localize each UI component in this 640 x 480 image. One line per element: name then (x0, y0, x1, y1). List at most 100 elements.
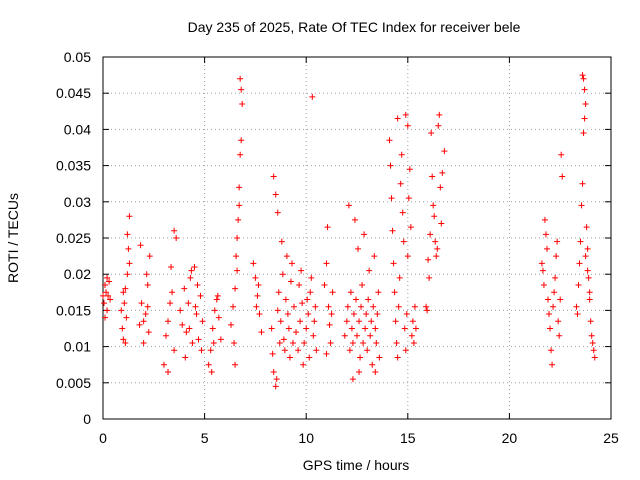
data-point (308, 274, 315, 281)
data-point (231, 339, 238, 346)
data-point (589, 339, 596, 346)
data-point (209, 325, 216, 332)
data-point (542, 231, 549, 238)
data-point (207, 347, 214, 354)
data-point (293, 329, 300, 336)
data-point (352, 296, 359, 303)
data-point (548, 347, 555, 354)
data-point (165, 368, 172, 375)
data-point (138, 300, 145, 307)
data-point (270, 173, 277, 180)
data-point (356, 318, 363, 325)
y-tick-label: 0.01 (64, 339, 91, 355)
data-point (348, 325, 355, 332)
data-point (272, 191, 279, 198)
data-point (298, 267, 305, 274)
data-point (396, 274, 403, 281)
data-point (408, 332, 415, 339)
data-point (574, 311, 581, 318)
data-point (394, 115, 401, 122)
data-point (295, 347, 302, 354)
data-point (313, 347, 320, 354)
data-point (143, 271, 150, 278)
data-point (237, 151, 244, 158)
data-point (101, 300, 108, 307)
data-point (547, 325, 554, 332)
data-point (171, 347, 178, 354)
data-point (581, 86, 588, 93)
data-point (187, 274, 194, 281)
data-point (424, 307, 431, 314)
data-point (185, 300, 192, 307)
data-point (107, 296, 114, 303)
data-point (580, 75, 587, 82)
data-point (412, 325, 419, 332)
data-point (274, 209, 281, 216)
data-point (144, 303, 151, 310)
data-point (233, 253, 240, 260)
data-point (125, 245, 132, 252)
data-point (546, 311, 553, 318)
data-point (214, 292, 221, 299)
data-point (288, 260, 295, 267)
data-point (573, 303, 580, 310)
y-tick-label: 0.04 (64, 121, 91, 137)
data-point (553, 253, 560, 260)
data-point (579, 72, 586, 79)
data-point (406, 166, 413, 173)
data-point (558, 151, 565, 158)
data-point (215, 314, 222, 321)
data-point (401, 325, 408, 332)
data-point (402, 347, 409, 354)
data-point (306, 354, 313, 361)
data-point (122, 285, 129, 292)
data-point (305, 311, 312, 318)
y-tick-label: 0.015 (56, 302, 91, 318)
data-point (287, 278, 294, 285)
data-point (256, 311, 263, 318)
data-point (411, 303, 418, 310)
data-point (588, 332, 595, 339)
y-tick-label: 0.05 (64, 49, 91, 65)
data-point (286, 354, 293, 361)
data-point (275, 289, 282, 296)
data-point (395, 303, 402, 310)
data-point (192, 303, 199, 310)
data-point (228, 321, 235, 328)
data-point (441, 148, 448, 155)
data-point (545, 296, 552, 303)
data-point (584, 245, 591, 252)
data-point (309, 93, 316, 100)
data-point (181, 285, 188, 292)
data-point (304, 296, 311, 303)
y-tick-label: 0.03 (64, 194, 91, 210)
data-point (329, 289, 336, 296)
data-point (120, 289, 127, 296)
data-point (300, 361, 307, 368)
data-point (173, 235, 180, 241)
data-point (433, 253, 440, 260)
data-point (557, 296, 564, 303)
data-point (119, 325, 126, 332)
data-point (343, 318, 350, 325)
data-point (213, 296, 220, 303)
data-point (584, 267, 591, 274)
data-point (554, 238, 561, 245)
data-point (370, 303, 377, 310)
data-point (102, 282, 109, 289)
data-point (281, 347, 288, 354)
data-point (430, 202, 437, 209)
data-point (310, 332, 317, 339)
data-point (582, 253, 589, 260)
data-point (427, 231, 434, 238)
data-point (144, 282, 151, 289)
data-point (400, 238, 407, 245)
data-point (351, 216, 358, 223)
data-point (301, 339, 308, 346)
data-point (345, 202, 352, 209)
data-point (575, 282, 582, 289)
data-point (250, 260, 257, 267)
x-axis-title: GPS time / hours (303, 457, 410, 473)
data-point (171, 227, 178, 234)
data-point (255, 282, 262, 289)
